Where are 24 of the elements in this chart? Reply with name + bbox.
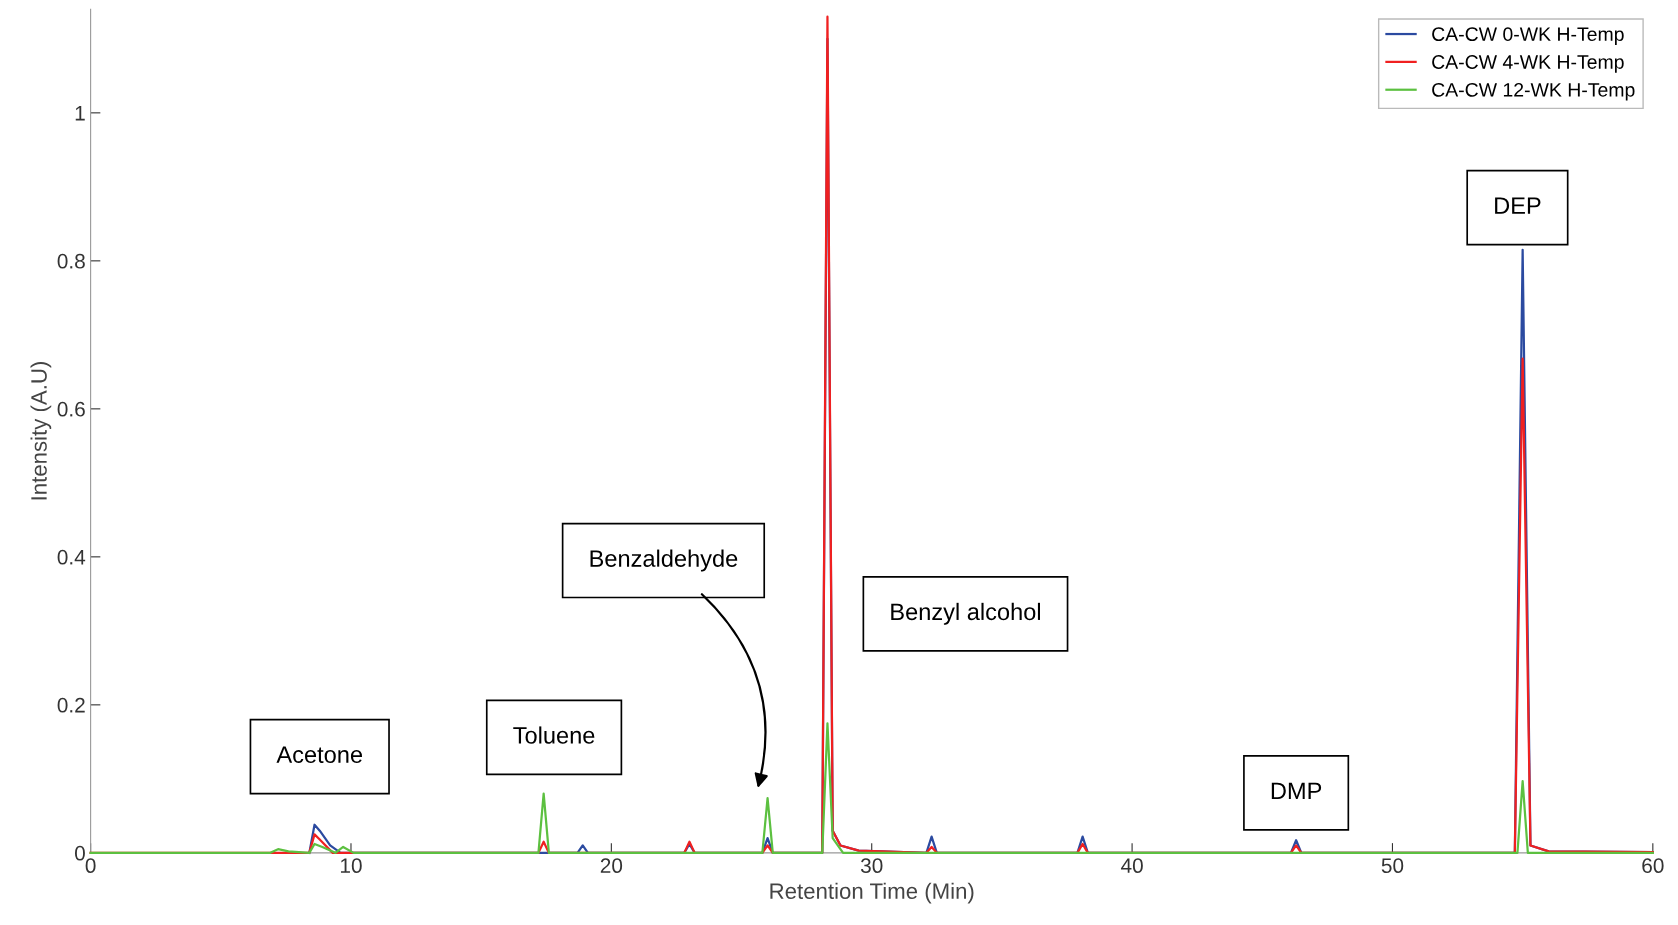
annotation: Acetone (276, 746, 363, 763)
x-tick-label: 30 (860, 858, 883, 874)
x-tick-label: 10 (340, 858, 362, 874)
legend-label: CA-CW 4-WK H-Temp (1432, 55, 1624, 73)
x-axis-title: Retention Time (Min) (770, 882, 974, 904)
x-tick-label: 60 (1642, 858, 1664, 874)
y-axis-title: Intensity (A.U) (30, 362, 52, 500)
annotation: Benzyl alcohol (891, 602, 1040, 625)
annotation: Benzaldehyde (590, 549, 738, 572)
legend-label: CA-CW 0-WK H-Temp (1432, 27, 1624, 45)
y-tick-label: 0 (74, 845, 85, 861)
annotation: DEP (1495, 197, 1541, 214)
annotation: Toluene (513, 726, 595, 744)
y-tick-label: 0.8 (57, 253, 85, 269)
annotation: DMP (1271, 782, 1322, 800)
y-tick-label: 0.2 (57, 697, 85, 713)
x-tick-label: 0 (85, 858, 96, 874)
y-tick-label: 1 (75, 106, 85, 121)
x-tick-label: 20 (600, 858, 623, 874)
x-tick-label: 40 (1120, 858, 1143, 874)
y-tick-label: 0.6 (57, 401, 85, 417)
x-tick-label: 50 (1381, 858, 1404, 874)
legend-label: CA-CW 12-WK H-Temp (1432, 82, 1635, 101)
y-tick-label: 0.4 (57, 549, 86, 565)
